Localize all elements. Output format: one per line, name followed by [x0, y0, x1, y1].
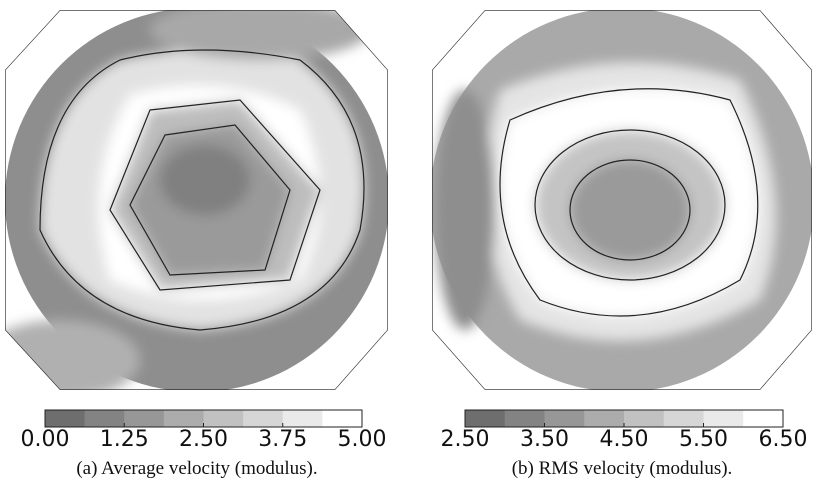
colorbar-tick-label: 2.50 — [441, 427, 490, 452]
colorbar-step — [45, 410, 86, 427]
colorbar-tick-label: 2.50 — [179, 427, 228, 452]
colorbar-tick-label: 3.50 — [520, 427, 569, 452]
colorbar-step — [243, 410, 284, 427]
caption: (b) RMS velocity (modulus). — [512, 458, 733, 479]
colorbar-step — [663, 410, 704, 427]
colorbar-step — [84, 410, 125, 427]
caption: (a) Average velocity (modulus). — [76, 458, 317, 479]
colorbar-step — [282, 410, 323, 427]
colorbar-step — [124, 410, 165, 427]
colorbar-tick-label: 1.25 — [100, 427, 149, 452]
colorbar-step — [465, 410, 506, 427]
colorbar-step — [322, 410, 363, 427]
colorbar-tick-label: 0.00 — [21, 427, 70, 452]
colorbar-tick-label: 3.75 — [258, 427, 307, 452]
colorbar-step — [544, 410, 585, 427]
colorbar-step — [584, 410, 625, 427]
velocity-field-b — [432, 10, 812, 390]
colorbar-step — [743, 410, 784, 427]
colorbar-tick-label: 6.50 — [759, 427, 808, 452]
colorbar-step — [504, 410, 545, 427]
velocity-field-a — [5, 10, 388, 390]
colorbar-tick-label: 5.00 — [338, 427, 387, 452]
colorbar-step — [203, 410, 244, 427]
colorbar-step — [163, 410, 204, 427]
colorbar-step — [703, 410, 744, 427]
colorbar-tick-label: 4.50 — [600, 427, 649, 452]
colorbar-tick-label: 5.50 — [679, 427, 728, 452]
colorbar-step — [624, 410, 665, 427]
